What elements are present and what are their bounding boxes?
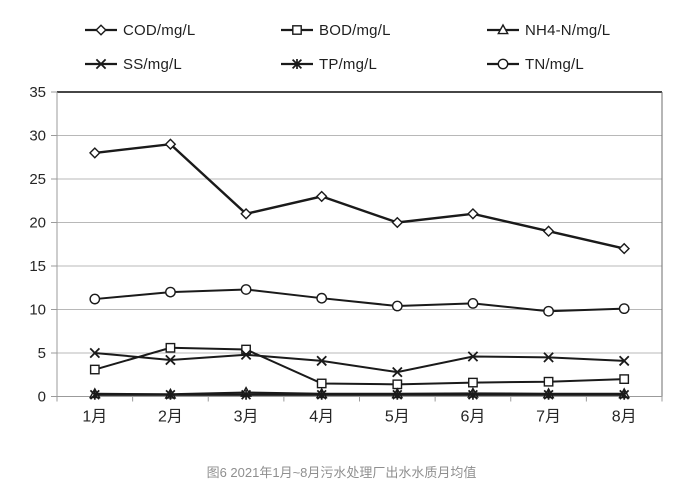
plot-area: 0 5 10 15 20 25 30 35 1月 2月 3月 4月 5月 6月 7月 8月	[29, 84, 663, 426]
legend-label-cod: COD/mg/L	[123, 21, 196, 39]
data-point-circle	[618, 303, 630, 315]
data-point-square	[165, 342, 176, 353]
y-tick-label: 30	[29, 128, 46, 145]
data-point-circle	[316, 292, 328, 304]
x-tick-label: 7月	[536, 409, 561, 426]
legend-label-tp: TP/mg/L	[319, 55, 378, 73]
y-tick-label: 15	[29, 258, 46, 275]
legend-label-ss: SS/mg/L	[123, 55, 182, 73]
data-point-diamond	[315, 190, 328, 203]
series-line-circle	[94, 288, 625, 313]
legend-item-tn: TN/mg/L	[486, 56, 683, 73]
x-tick-label: 1月	[82, 409, 107, 426]
data-point-asterisk	[392, 389, 403, 400]
data-point-diamond	[164, 138, 177, 150]
data-point-square	[392, 379, 403, 390]
data-point-asterisk	[543, 389, 554, 400]
data-point-x	[89, 347, 101, 359]
circle-line-icon	[487, 58, 519, 70]
data-point-diamond	[618, 242, 630, 255]
data-point-x	[543, 352, 554, 363]
x-tick-label: 8月	[612, 409, 637, 426]
data-point-circle	[240, 284, 252, 295]
y-tick-label: 25	[29, 171, 46, 188]
data-point-square	[89, 364, 100, 375]
legend-item-nh4n: NH4-N/mg/L	[486, 22, 683, 39]
data-point-asterisk	[165, 389, 176, 400]
data-point-asterisk	[89, 389, 100, 400]
y-tick-label: 0	[38, 389, 46, 406]
data-point-diamond	[467, 208, 479, 220]
triangle-line-icon	[487, 23, 519, 35]
y-tick-label: 35	[29, 84, 46, 101]
x-tick-label: 3月	[234, 409, 259, 426]
x-line-icon	[85, 58, 117, 70]
data-point-circle	[467, 298, 479, 309]
x-tick-label: 2月	[158, 409, 183, 426]
x-tick-label: 6月	[460, 409, 485, 426]
square-line-icon	[281, 25, 313, 35]
asterisk-line-icon	[281, 58, 313, 70]
data-point-diamond	[391, 216, 404, 229]
data-point-diamond	[89, 147, 101, 159]
data-point-x	[316, 355, 327, 367]
y-tick-label: 5	[38, 345, 46, 362]
legend-label-nh4n: NH4-N/mg/L	[525, 21, 611, 39]
data-point-asterisk	[619, 389, 630, 400]
data-point-asterisk	[241, 389, 252, 400]
data-point-circle	[89, 293, 101, 305]
data-point-diamond	[542, 225, 555, 237]
y-tick-label: 10	[29, 302, 46, 319]
chart-legend: COD/mg/L BOD/mg/L NH4-N/mg/L SS/mg/L TP/…	[84, 13, 683, 81]
data-point-x	[240, 349, 252, 360]
data-point-square	[468, 377, 478, 388]
data-point-x	[392, 366, 403, 378]
legend-item-bod: BOD/mg/L	[280, 22, 486, 39]
x-tick-label: 5月	[385, 409, 410, 426]
data-point-circle	[165, 286, 176, 298]
data-point-asterisk	[316, 389, 327, 400]
data-point-square	[316, 378, 327, 389]
data-point-x	[618, 355, 630, 367]
legend-label-bod: BOD/mg/L	[319, 21, 391, 39]
data-point-square	[619, 374, 630, 384]
data-point-square	[543, 376, 554, 387]
data-point-circle	[391, 300, 403, 312]
y-tick-label: 20	[29, 215, 46, 232]
diamond-line-icon	[85, 24, 117, 36]
figure-caption: 图6 2021年1月~8月污水处理厂出水水质月均值	[206, 465, 477, 480]
data-point-x	[467, 351, 479, 362]
legend-item-ss: SS/mg/L	[84, 56, 280, 73]
legend-item-tp: TP/mg/L	[280, 56, 486, 73]
legend-item-cod: COD/mg/L	[84, 22, 280, 39]
series-line-diamond	[94, 142, 625, 250]
x-tick-label: 4月	[309, 409, 334, 426]
data-point-asterisk	[467, 389, 478, 400]
series-line-x	[94, 352, 625, 374]
series-line-square	[94, 346, 625, 386]
legend-label-tn: TN/mg/L	[525, 55, 584, 73]
data-point-circle	[543, 305, 554, 317]
data-point-diamond	[240, 208, 252, 220]
data-point-x	[165, 354, 176, 366]
